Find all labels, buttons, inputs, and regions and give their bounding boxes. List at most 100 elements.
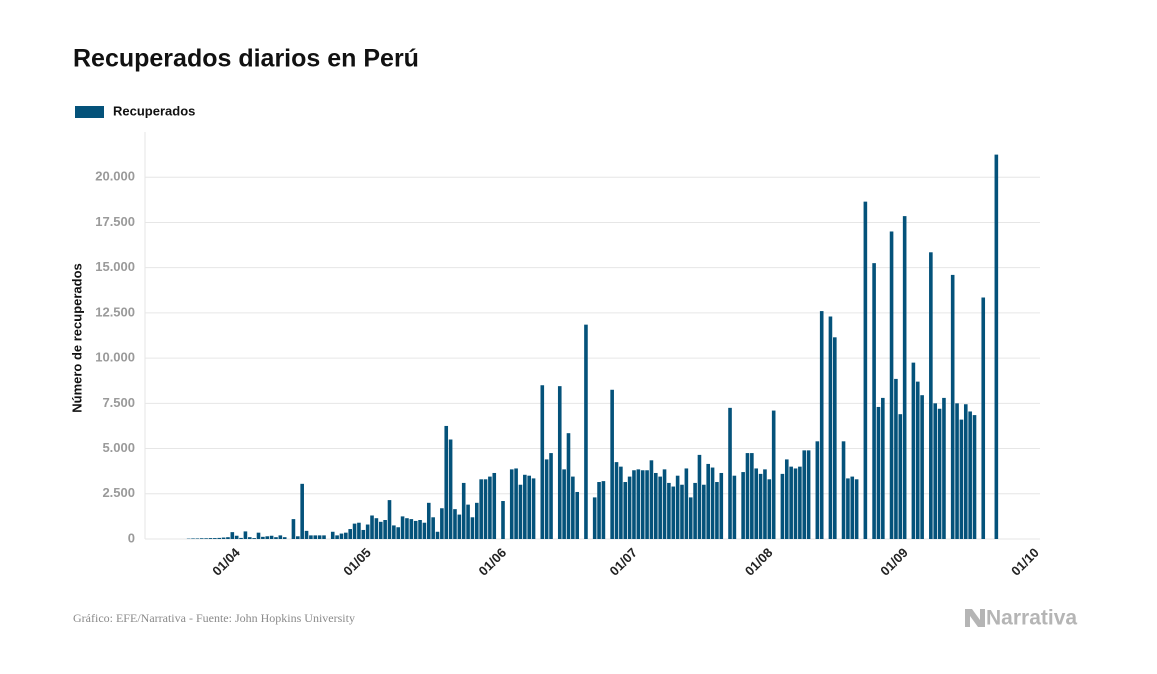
bar — [693, 482, 697, 539]
bar — [710, 467, 715, 539]
bar — [627, 476, 632, 539]
bar — [527, 475, 531, 539]
bar — [234, 535, 239, 539]
bar — [221, 537, 226, 539]
bar — [523, 474, 527, 539]
bar — [213, 538, 217, 539]
brand: Narrativa — [986, 607, 1077, 630]
bar — [955, 403, 959, 539]
bar — [584, 324, 588, 539]
bar — [754, 468, 759, 539]
y-tick-label: 20.000 — [95, 169, 135, 184]
bar — [357, 522, 361, 539]
bar — [204, 538, 208, 539]
bar — [392, 525, 396, 539]
bar — [828, 316, 833, 539]
bar — [802, 450, 807, 539]
bar — [850, 476, 855, 539]
bar — [317, 535, 322, 539]
bar — [610, 389, 614, 539]
bar — [549, 453, 553, 539]
bar — [697, 454, 702, 539]
bar — [963, 404, 968, 539]
bar — [405, 518, 409, 539]
y-tick-label: 2.500 — [102, 485, 135, 500]
bar — [239, 537, 243, 539]
bar — [959, 419, 964, 539]
bar — [409, 519, 414, 539]
bar — [370, 515, 374, 539]
bar — [649, 460, 654, 539]
bar — [876, 406, 881, 539]
x-tick-label: 01/04 — [209, 544, 243, 578]
bar — [575, 491, 580, 539]
bar — [479, 479, 483, 539]
bar — [378, 521, 383, 539]
bar — [531, 478, 536, 539]
bar — [396, 527, 401, 539]
y-tick-label: 17.500 — [95, 214, 135, 229]
bar — [654, 472, 658, 539]
bar — [230, 532, 235, 539]
bar — [247, 537, 252, 539]
x-tick-label: 01/08 — [742, 545, 776, 579]
bar — [309, 535, 313, 539]
bar — [195, 538, 200, 539]
bar — [933, 403, 938, 539]
bar — [667, 482, 671, 539]
bar — [680, 484, 684, 539]
bar — [448, 439, 453, 539]
bar — [767, 479, 772, 539]
bar — [719, 472, 724, 539]
bar — [623, 482, 628, 539]
bar — [226, 537, 230, 539]
bar — [383, 520, 387, 539]
bar — [557, 386, 562, 539]
bar — [662, 469, 667, 539]
bar — [348, 529, 352, 539]
bar — [780, 473, 785, 539]
bar — [750, 453, 754, 539]
bar — [833, 337, 837, 539]
bar — [300, 483, 304, 539]
bar — [365, 524, 370, 539]
bar — [243, 531, 248, 539]
bar — [269, 535, 274, 539]
bar — [256, 532, 261, 539]
bar — [217, 537, 222, 539]
bar — [361, 529, 366, 539]
bar — [313, 535, 318, 539]
bar — [881, 397, 885, 539]
bar — [322, 535, 326, 539]
bar — [715, 482, 719, 539]
bar — [352, 523, 357, 539]
bar — [601, 481, 606, 539]
bar — [282, 537, 287, 539]
bar — [475, 502, 479, 539]
bar — [789, 466, 793, 539]
bar — [418, 520, 422, 539]
x-tick-label: 01/05 — [340, 545, 374, 579]
bar — [374, 518, 379, 539]
bar — [863, 201, 868, 540]
bar — [846, 478, 850, 539]
y-tick-label: 7.500 — [102, 395, 135, 410]
bar — [265, 536, 270, 539]
bar — [470, 517, 475, 539]
bar — [457, 514, 462, 539]
bar — [981, 297, 986, 539]
bar — [741, 472, 745, 539]
bar — [291, 519, 296, 539]
bar — [784, 459, 789, 539]
bar — [902, 216, 907, 539]
bar — [261, 536, 265, 539]
bar — [894, 378, 898, 539]
y-tick-label: 5.000 — [102, 440, 135, 455]
bar — [798, 466, 802, 539]
bar — [566, 433, 571, 539]
bar — [544, 459, 549, 539]
bar — [422, 522, 427, 539]
bar — [344, 532, 348, 539]
bar — [929, 252, 933, 539]
